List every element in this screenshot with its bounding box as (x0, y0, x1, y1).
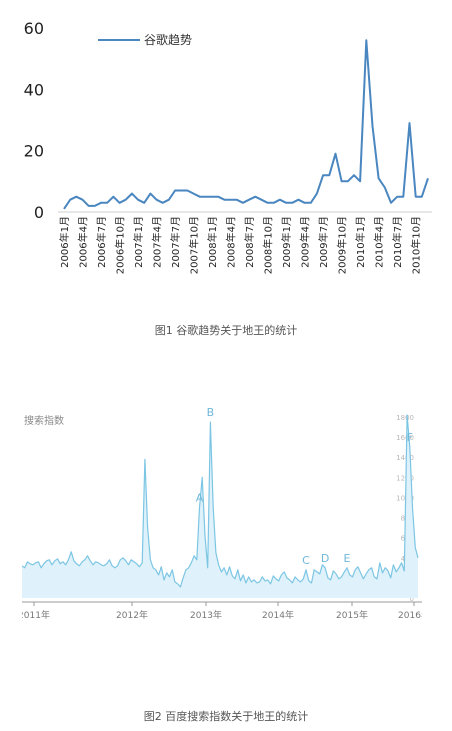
annotation-label: D (321, 552, 329, 565)
x-tick-label: 2007年7月 (169, 216, 182, 268)
x-tick-label: 2010年10月 (410, 216, 423, 274)
x-tick-label: 2008年7月 (243, 216, 256, 268)
x-tick-label: 2008年10月 (262, 216, 275, 274)
annotation-label: B (207, 406, 215, 419)
x-tick-label: 2014年 (262, 609, 294, 621)
y-tick-label: 0 (410, 595, 414, 603)
annotation-label: F (407, 431, 413, 444)
annotation-label: C (302, 554, 310, 567)
y-tick-label: 1400 (396, 454, 414, 462)
x-tick-label: 2009年4月 (299, 216, 312, 268)
y-tick-label: 60 (24, 19, 44, 38)
y-tick-label: 1600 (396, 434, 414, 442)
x-tick-label: 2006年10月 (114, 216, 127, 274)
baidu-index-line (22, 414, 419, 588)
x-tick-label: 2006年7月 (95, 216, 108, 268)
annotation-label: A (196, 492, 204, 505)
x-tick-label: 2010年1月 (354, 216, 367, 268)
chart-title: 搜索指数 (24, 414, 64, 427)
legend: 谷歌趋势 (98, 32, 192, 47)
x-tick-label: 2015年 (336, 609, 368, 621)
x-tick-label: 2016年 (398, 609, 422, 621)
y-tick-label: 20 (24, 142, 44, 161)
x-tick-label: 2008年4月 (225, 216, 238, 268)
google-trends-chart: 0 20 40 60 2006年1月 2006年4月 2006年7月 2006年10月 200… (24, 19, 432, 274)
baidu-index-chart: 搜索指数 020040060080010001200140016001800 2… (22, 406, 422, 621)
legend-label: 谷歌趋势 (144, 32, 192, 47)
x-tick-label: 2010年4月 (373, 216, 386, 268)
baidu-index-area (22, 415, 418, 598)
figure1-caption: 图1 谷歌趋势关于地王的统计 (154, 324, 298, 337)
y-tick-label: 40 (24, 80, 44, 99)
y-tick-label: 1800 (396, 414, 414, 422)
x-tick-label: 2008年1月 (206, 216, 219, 268)
x-tick-label: 2013年 (190, 609, 222, 621)
x-tick-label: 2010年7月 (391, 216, 404, 268)
x-tick-label: 2012年 (116, 609, 148, 621)
x-tick-label: 2007年4月 (151, 216, 164, 268)
x-tick-label: 2011年 (22, 609, 50, 621)
y-tick-label: 1200 (396, 474, 414, 482)
google-trends-series-line (63, 39, 429, 210)
y-tick-label: 0 (34, 203, 44, 222)
annotation-label: E (344, 552, 351, 565)
x-tick-label: 2006年4月 (77, 216, 90, 268)
figure2-caption: 图2 百度搜索指数关于地王的统计 (143, 710, 309, 723)
x-tick-label: 2009年1月 (280, 216, 293, 268)
x-tick-label: 2009年7月 (317, 216, 330, 268)
x-tick-label: 2006年1月 (58, 216, 71, 268)
x-tick-label: 2009年10月 (336, 216, 349, 274)
x-tick-label: 2007年10月 (188, 216, 201, 274)
x-tick-label: 2007年1月 (132, 216, 145, 268)
